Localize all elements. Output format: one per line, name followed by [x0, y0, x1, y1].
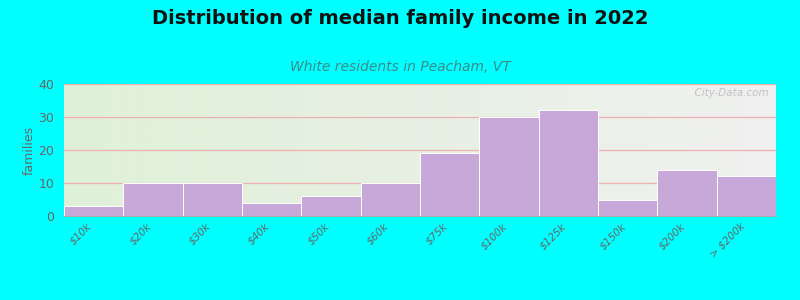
Text: White residents in Peacham, VT: White residents in Peacham, VT	[290, 60, 510, 74]
Bar	[64, 206, 123, 216]
Text: City-Data.com: City-Data.com	[688, 88, 769, 98]
Bar	[420, 153, 479, 216]
Bar	[658, 170, 717, 216]
Bar	[598, 200, 658, 216]
Bar	[479, 117, 538, 216]
Text: Distribution of median family income in 2022: Distribution of median family income in …	[152, 9, 648, 28]
Y-axis label: families: families	[22, 125, 36, 175]
Bar	[123, 183, 182, 216]
Bar	[361, 183, 420, 216]
Bar	[182, 183, 242, 216]
Bar	[538, 110, 598, 216]
Bar	[242, 203, 302, 216]
Bar	[302, 196, 361, 216]
Bar	[717, 176, 776, 216]
